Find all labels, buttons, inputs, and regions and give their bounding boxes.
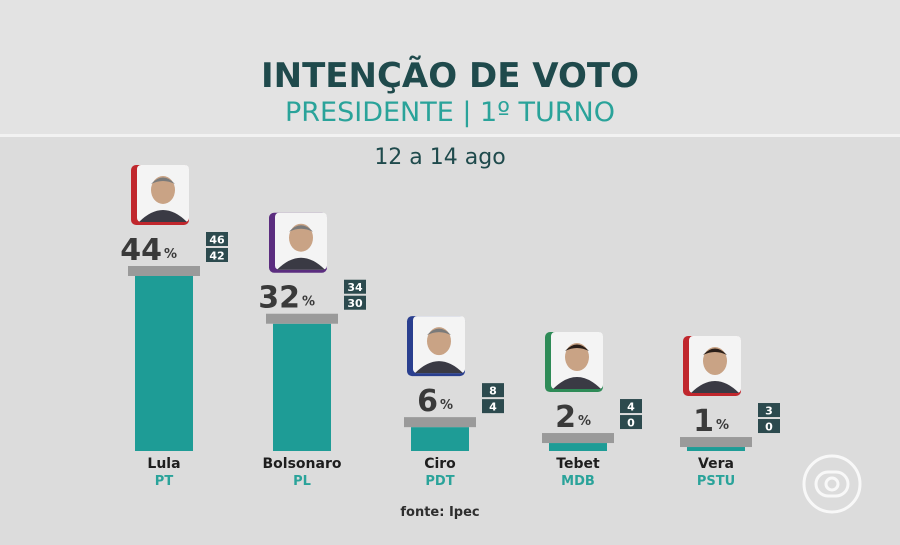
- value-label: 1: [693, 404, 714, 439]
- avatar-icon: [691, 347, 739, 394]
- bar-bolsonaro: [273, 323, 331, 451]
- candidate-name: Vera: [698, 456, 734, 472]
- tv-logo-icon: [802, 454, 862, 514]
- lower-bound-label: 42: [209, 250, 224, 263]
- candidate-name: Lula: [147, 456, 180, 472]
- bar-cap: [680, 437, 752, 448]
- bar-tebet: [549, 443, 607, 451]
- upper-bound-box: [206, 232, 228, 246]
- bar-ciro: [411, 427, 469, 451]
- candidate-2: 6 % 8 4 Ciro PDT: [404, 316, 504, 489]
- upper-bound-label: 3: [765, 405, 773, 418]
- lower-bound-label: 0: [765, 421, 773, 434]
- bar-vera: [687, 447, 745, 451]
- lower-bound-box: [758, 419, 780, 434]
- value-label: 44: [120, 233, 162, 268]
- upper-bound-box: [620, 399, 642, 414]
- candidate-3: 2 % 4 0 Tebet MDB: [542, 332, 642, 489]
- percent-sign: %: [302, 295, 315, 310]
- value-label: 32: [258, 281, 300, 316]
- candidate-4: 1 % 3 0 Vera PSTU: [680, 336, 780, 489]
- upper-bound-label: 46: [209, 234, 225, 247]
- candidate-name: Ciro: [424, 456, 456, 472]
- candidate-name: Tebet: [556, 456, 600, 472]
- upper-bound-label: 34: [347, 281, 363, 294]
- date-range: 12 a 14 ago: [374, 145, 506, 170]
- bar-cap: [404, 417, 476, 428]
- candidate-name: Bolsonaro: [263, 456, 342, 472]
- percent-sign: %: [578, 414, 591, 429]
- chart-subtitle: PRESIDENTE | 1º TURNO: [284, 97, 615, 128]
- header-divider: [0, 134, 900, 137]
- avatar-icon: [553, 343, 601, 390]
- candidate-party: PL: [293, 474, 311, 489]
- bar-cap: [266, 313, 338, 324]
- upper-bound-box: [344, 279, 366, 294]
- upper-bound-label: 4: [627, 401, 635, 414]
- value-label: 6: [417, 384, 438, 419]
- lower-bound-box: [206, 248, 228, 262]
- chart-title: INTENÇÃO DE VOTO: [261, 56, 639, 96]
- candidate-party: PSTU: [697, 474, 735, 489]
- candidate-party: PDT: [425, 474, 454, 489]
- avatar-icon: [139, 176, 187, 222]
- percent-sign: %: [440, 398, 453, 413]
- candidate-party: PT: [155, 474, 174, 489]
- lower-bound-label: 0: [627, 417, 635, 430]
- lower-bound-box: [344, 295, 366, 310]
- value-label: 2: [555, 400, 576, 435]
- upper-bound-label: 8: [489, 385, 497, 398]
- lower-bound-label: 4: [489, 401, 497, 414]
- upper-bound-box: [758, 403, 780, 418]
- bar-lula: [135, 276, 193, 451]
- bar-cap: [542, 433, 614, 444]
- lower-bound-box: [482, 399, 504, 414]
- source-note: fonte: Ipec: [400, 505, 480, 520]
- upper-bound-box: [482, 383, 504, 398]
- lower-bound-label: 30: [347, 297, 363, 310]
- avatar-icon: [277, 223, 325, 270]
- header-background: [0, 0, 900, 135]
- bar-cap: [128, 266, 200, 276]
- avatar-icon: [415, 327, 463, 374]
- lower-bound-box: [620, 415, 642, 430]
- percent-sign: %: [716, 418, 729, 433]
- candidate-party: MDB: [561, 474, 595, 489]
- percent-sign: %: [164, 247, 177, 262]
- candidate-1: 32 % 34 30 Bolsonaro PL: [258, 212, 366, 489]
- candidate-0: 44 % 46 42 Lula PT: [120, 165, 228, 489]
